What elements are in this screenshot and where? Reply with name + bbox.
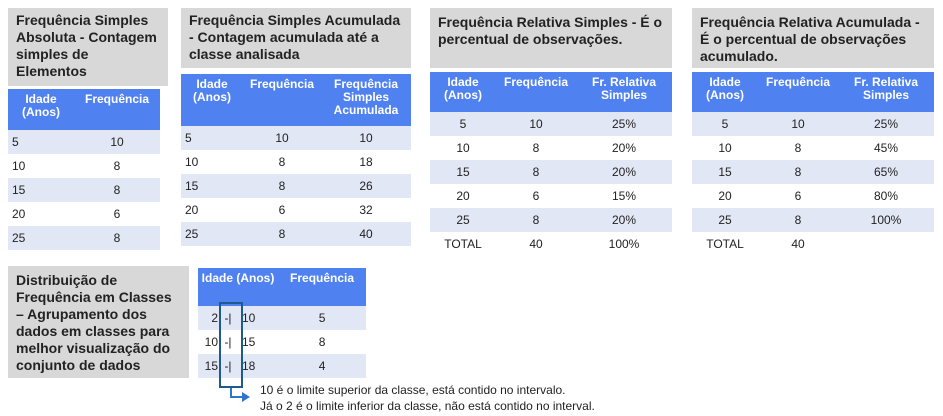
table-row: 15 8 26: [181, 174, 411, 198]
table-row: 15 8 65%: [692, 160, 934, 184]
panel3-table: Idade (Anos) Frequência Fr. Relativa Sim…: [430, 72, 672, 256]
table-row: 20 6: [8, 202, 160, 226]
table-row: 10 8: [8, 154, 160, 178]
table-row: 25 8 40: [181, 222, 411, 246]
table-row: 5 10 25%: [692, 112, 934, 136]
panel4-table: Idade (Anos) Frequência Fr. Relativa Sim…: [692, 72, 934, 256]
panel4-header-frequencia: Frequência: [758, 72, 838, 112]
table-row: 10 8 45%: [692, 136, 934, 160]
interval-highlight-box: [219, 302, 243, 388]
note-line-1: 10 é o limite superior da classe, está c…: [260, 383, 566, 397]
table-row: 10 8 18: [181, 150, 411, 174]
table-row: 10 8 20%: [430, 136, 672, 160]
table-row: 15 8 20%: [430, 160, 672, 184]
total-row: TOTAL 40 100%: [430, 232, 672, 256]
panel4-header-relativa: Fr. Relativa Simples: [838, 72, 934, 112]
panel4-header-idade: Idade (Anos): [692, 72, 758, 112]
table-row: 20 6 32: [181, 198, 411, 222]
table-row: 20 6 15%: [430, 184, 672, 208]
table-row: 25 8 20%: [430, 208, 672, 232]
panel1-header-idade: Idade (Anos): [8, 89, 74, 130]
panel3-header-frequencia: Frequência: [496, 72, 576, 112]
connector-line-horizontal: [230, 396, 244, 398]
connector-line-vertical: [230, 388, 232, 397]
total-row: TOTAL 40: [692, 232, 934, 256]
table-row: 5 10 10: [181, 126, 411, 150]
table-row: 15 -| 18 4: [198, 354, 367, 378]
table-row: 2 -| 10 5: [198, 306, 367, 330]
panel5-header-frequencia: Frequência: [278, 268, 367, 306]
panel3-title: Frequência Relativa Simples - É o percen…: [430, 8, 672, 68]
panel1-header-frequencia: Frequência: [74, 89, 160, 130]
panel2-header-frequencia: Frequência: [243, 74, 321, 126]
table-row: 10 -| 15 8: [198, 330, 367, 354]
table-row: 25 8: [8, 226, 160, 250]
panel3-header-idade: Idade (Anos): [430, 72, 496, 112]
table-row: 15 8: [8, 178, 160, 202]
panel5-table: Idade (Anos) Frequência 2 -| 10 5 10 -| …: [198, 268, 367, 378]
note-line-2: Já o 2 é o limite inferior da classe, nã…: [260, 399, 595, 413]
panel2-header-idade: Idade (Anos): [181, 74, 243, 126]
panel1-table: Idade (Anos) Frequência 5 10 10 8 15 8 20 6 …: [8, 89, 160, 250]
panel2-table: Idade (Anos) Frequência Frequência Simpl…: [181, 74, 411, 246]
panel5-title: Distribuição de Frequência em Classes – …: [8, 266, 189, 378]
panel2-title: Frequência Simples Acumulada - Contagem …: [181, 8, 411, 68]
arrow-head-icon: [242, 392, 250, 402]
panel2-header-acumulada: Frequência Simples Acumulada: [321, 74, 411, 126]
panel4-title: Frequência Relativa Acumulada - É o perc…: [692, 8, 934, 68]
table-row: 20 6 80%: [692, 184, 934, 208]
panel1-title: Frequência Simples Absoluta - Contagem s…: [8, 8, 168, 86]
panel5-header-idade: Idade (Anos): [198, 268, 279, 306]
table-row: 5 10 25%: [430, 112, 672, 136]
table-row: 5 10: [8, 130, 160, 154]
table-row: 25 8 100%: [692, 208, 934, 232]
panel3-header-relativa: Fr. Relativa Simples: [576, 72, 672, 112]
